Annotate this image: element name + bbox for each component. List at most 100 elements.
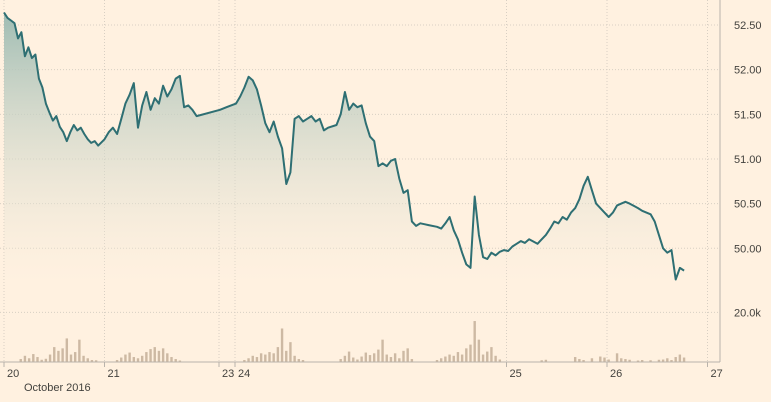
volume-bar [53, 347, 56, 362]
volume-bar [161, 348, 165, 362]
volume-bar [23, 355, 27, 362]
volume-bar [477, 339, 481, 362]
volume-bar [678, 354, 682, 362]
volume-bar [132, 357, 136, 362]
volume-bar [264, 354, 267, 362]
volume-bar [640, 360, 644, 362]
volume-bar [255, 357, 259, 362]
volume-bar [94, 360, 98, 362]
volume-bar [69, 354, 73, 362]
volume-bar [149, 349, 152, 362]
volume-bar [615, 353, 619, 362]
volume-bar [628, 359, 631, 362]
volume-bar [465, 348, 468, 362]
volume-bar [343, 355, 347, 362]
date-tick-label: 20 [7, 368, 19, 380]
volume-bar [339, 359, 342, 362]
volume-bar [61, 348, 64, 362]
volume-bar [607, 359, 610, 362]
volume-bar [157, 350, 161, 362]
price-tick-label: 50.50 [734, 199, 762, 211]
volume-bar [657, 359, 661, 362]
date-tick-label: 21 [108, 368, 120, 380]
volume-bar [166, 353, 169, 362]
volume-bar [624, 359, 627, 362]
price-tick-label: 50.00 [734, 243, 762, 255]
price-tick-label: 51.00 [734, 154, 762, 166]
volume-bar [259, 353, 263, 362]
volume-bar [124, 354, 127, 362]
volume-bar [73, 352, 77, 362]
volume-bar [494, 355, 497, 362]
volume-bar [120, 357, 123, 362]
volume-bar [293, 355, 296, 362]
volume-bar [178, 360, 182, 362]
volume-bar [456, 352, 460, 362]
date-tick-label: 24 [238, 368, 250, 380]
volume-bar [661, 359, 665, 362]
volume-bar [347, 351, 351, 362]
volume-bar [280, 328, 284, 362]
volume-bar [452, 355, 455, 362]
volume-bar [36, 357, 39, 362]
axes [0, 0, 721, 363]
volume-bar [402, 350, 405, 362]
x-axis-label: October 2016 [24, 382, 91, 394]
volume-bar [682, 357, 686, 362]
volume-bar [153, 347, 156, 362]
volume-bar [44, 358, 48, 362]
volume-bar [444, 356, 447, 362]
volume-bar [674, 357, 677, 362]
volume-bar [460, 354, 464, 362]
volume-bar [247, 358, 250, 362]
volume-bar [599, 356, 602, 362]
volume-bar [86, 358, 89, 362]
date-tick-label: 25 [510, 368, 522, 380]
volume-bar [544, 359, 548, 362]
volume-bar [48, 354, 52, 362]
volume-bar [582, 360, 585, 362]
volume-bar [90, 360, 94, 362]
tick-labels: 52.50 52.00 51.50 51.00 50.50 50.00 20.0k 20 21 2… [3, 20, 762, 380]
volume-bar [540, 360, 543, 362]
volume-bar [398, 358, 401, 362]
volume-bar [251, 355, 254, 362]
volume-bar [486, 351, 489, 362]
date-tick-label: 23 [222, 368, 234, 380]
volume-bar [352, 357, 355, 362]
volume-bar [372, 353, 376, 362]
volume-bar [301, 360, 305, 362]
date-tick-label: 27 [711, 368, 723, 380]
volume-bar [115, 360, 119, 362]
volume-bar [636, 360, 640, 362]
volume-bar [473, 321, 476, 362]
date-tick-label: 26 [610, 368, 622, 380]
volume-bar [289, 342, 292, 362]
volume-bar [377, 349, 380, 362]
volume-bar [32, 354, 35, 362]
volume-bar [136, 358, 140, 362]
price-tick-label: 52.50 [734, 20, 762, 32]
volume-bar [356, 359, 359, 362]
volume-bar [385, 354, 388, 362]
volume-bar [670, 360, 673, 362]
volume-bar [170, 357, 173, 362]
volume-bar [285, 350, 288, 362]
volume-bar [469, 344, 472, 362]
volume-tick-label: 20.0k [734, 307, 761, 319]
volume-bar [590, 358, 594, 362]
volume-bar [649, 360, 652, 362]
volume-bar [389, 357, 393, 362]
price-line [3, 11, 685, 281]
volume-bar [65, 338, 69, 362]
volume-bar [268, 352, 271, 362]
volume-bar [435, 360, 439, 362]
volume-bar [393, 353, 397, 362]
volume-bar [666, 358, 669, 362]
volume-bar [410, 359, 414, 362]
volume-bar [578, 359, 581, 362]
volume-bar [448, 354, 451, 362]
volume-bar [490, 347, 493, 362]
price-area [4, 12, 685, 284]
